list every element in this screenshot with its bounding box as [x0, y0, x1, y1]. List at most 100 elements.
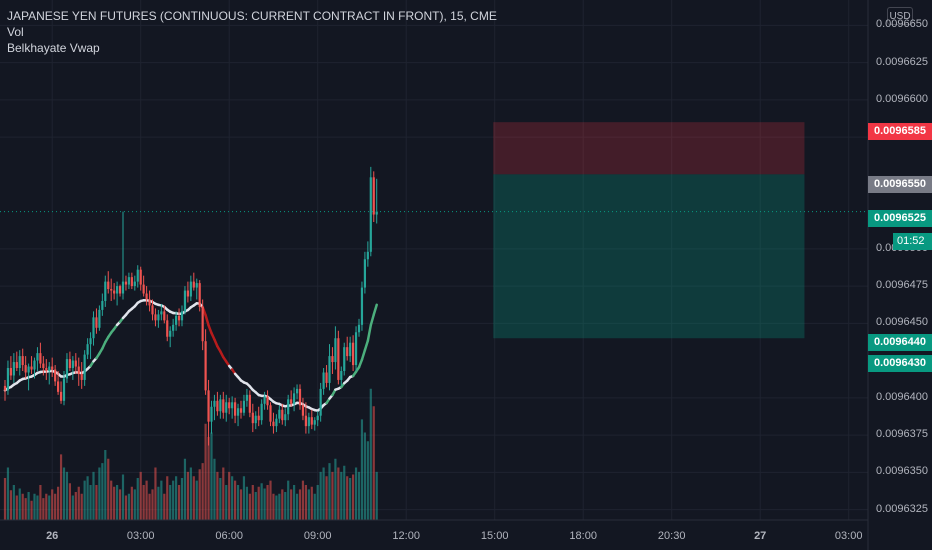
candle-body [372, 177, 375, 215]
volume-bar [83, 480, 86, 520]
volume-bar [36, 495, 39, 520]
candle-body [110, 289, 113, 291]
time-tick-label: 18:00 [569, 530, 597, 542]
time-axis-bg [0, 520, 868, 550]
candle-body [210, 406, 213, 422]
vwap-segment [366, 323, 373, 343]
candle-body [157, 314, 160, 321]
candle-body [298, 388, 302, 406]
candle-body [51, 366, 54, 370]
volume-bar [325, 476, 328, 520]
volume-bar [363, 432, 366, 520]
volume-bar [360, 419, 364, 520]
candle-body [33, 360, 36, 370]
candle-body [36, 353, 39, 361]
volume-bar [166, 476, 169, 520]
volume-bar [157, 486, 160, 520]
position-zones[interactable] [493, 122, 805, 339]
volume-bar [375, 471, 378, 520]
volume-bar [124, 495, 128, 520]
volume-bar [239, 489, 243, 520]
volume-bar [186, 471, 189, 520]
volume-bar [257, 486, 260, 520]
volume-bar [298, 489, 302, 520]
candle-body [275, 418, 278, 427]
candle-body [183, 290, 187, 312]
candle-body [234, 402, 237, 416]
candle-body [340, 371, 343, 380]
candle-body [83, 354, 86, 380]
candle-body [195, 283, 198, 288]
volume-bar [372, 406, 375, 520]
time-tick-label: 06:00 [215, 530, 243, 542]
volume-bar [310, 486, 313, 520]
indicator-vwap[interactable]: Belkhayate Vwap [7, 41, 100, 55]
volume-bar [62, 467, 66, 520]
candle-body [254, 415, 257, 424]
volume-bar [160, 480, 163, 520]
volume-bar [24, 498, 27, 520]
candle-body [101, 300, 104, 310]
candle-body [136, 269, 139, 282]
candle-body [319, 388, 322, 416]
candle-body [239, 408, 243, 413]
candle-body [160, 311, 163, 315]
volume-bar [269, 480, 272, 520]
candle-body [74, 360, 77, 367]
volume-bar [172, 480, 175, 520]
price-tick-label: 0.0096650 [876, 18, 928, 31]
volume-bar [175, 476, 178, 520]
currency-button[interactable]: USD [887, 7, 913, 25]
volume-bar [139, 471, 142, 520]
volume-bar [284, 492, 287, 520]
indicator-vol[interactable]: Vol [7, 25, 24, 39]
volume-bar [331, 471, 334, 520]
candle-body [260, 403, 263, 421]
candle-body [375, 211, 378, 215]
candle-body [71, 360, 74, 369]
volume-bar [210, 432, 213, 520]
volume-bar [180, 478, 184, 520]
candle-body [313, 420, 316, 425]
candles [3, 166, 378, 446]
volume-bar [319, 471, 322, 520]
candle-body [269, 405, 272, 422]
candle-body [169, 330, 172, 337]
candle-body [186, 290, 189, 297]
time-tick-label: 15:00 [480, 530, 509, 542]
take-profit-zone [493, 174, 805, 339]
volume-bar [322, 467, 325, 520]
candle-body [48, 366, 51, 372]
candle-body [334, 338, 337, 363]
candle-body [24, 365, 27, 373]
volume-bar [275, 495, 278, 520]
volume-bar [71, 495, 74, 520]
price-tick-label: 0.0096625 [876, 55, 928, 68]
candle-body [346, 347, 349, 357]
candle-body [189, 281, 192, 297]
volume-bar [110, 480, 113, 520]
volume-bar [3, 478, 7, 520]
volume-bar [304, 485, 307, 520]
time-tick-label: 03:00 [126, 530, 155, 542]
volume-bar [74, 492, 77, 520]
candle-body [107, 281, 110, 290]
volume-bar [343, 465, 346, 520]
candle-body [89, 338, 92, 345]
candle-body [118, 286, 122, 294]
candle-body [42, 363, 45, 369]
volume-bar [219, 478, 222, 520]
candle-body [116, 286, 119, 294]
volume-bar [30, 500, 33, 520]
volume-bar [278, 493, 281, 520]
time-tick-label: 03:00 [834, 530, 863, 542]
volume-bar [107, 458, 110, 520]
candle-body [325, 372, 328, 383]
volume-bar [151, 489, 154, 520]
symbol-title[interactable]: JAPANESE YEN FUTURES (CONTINUOUS: CURREN… [7, 9, 497, 23]
candle-body [163, 311, 166, 321]
candle-body [266, 396, 269, 406]
volume-bar [130, 486, 133, 520]
volume-bar [121, 474, 125, 520]
